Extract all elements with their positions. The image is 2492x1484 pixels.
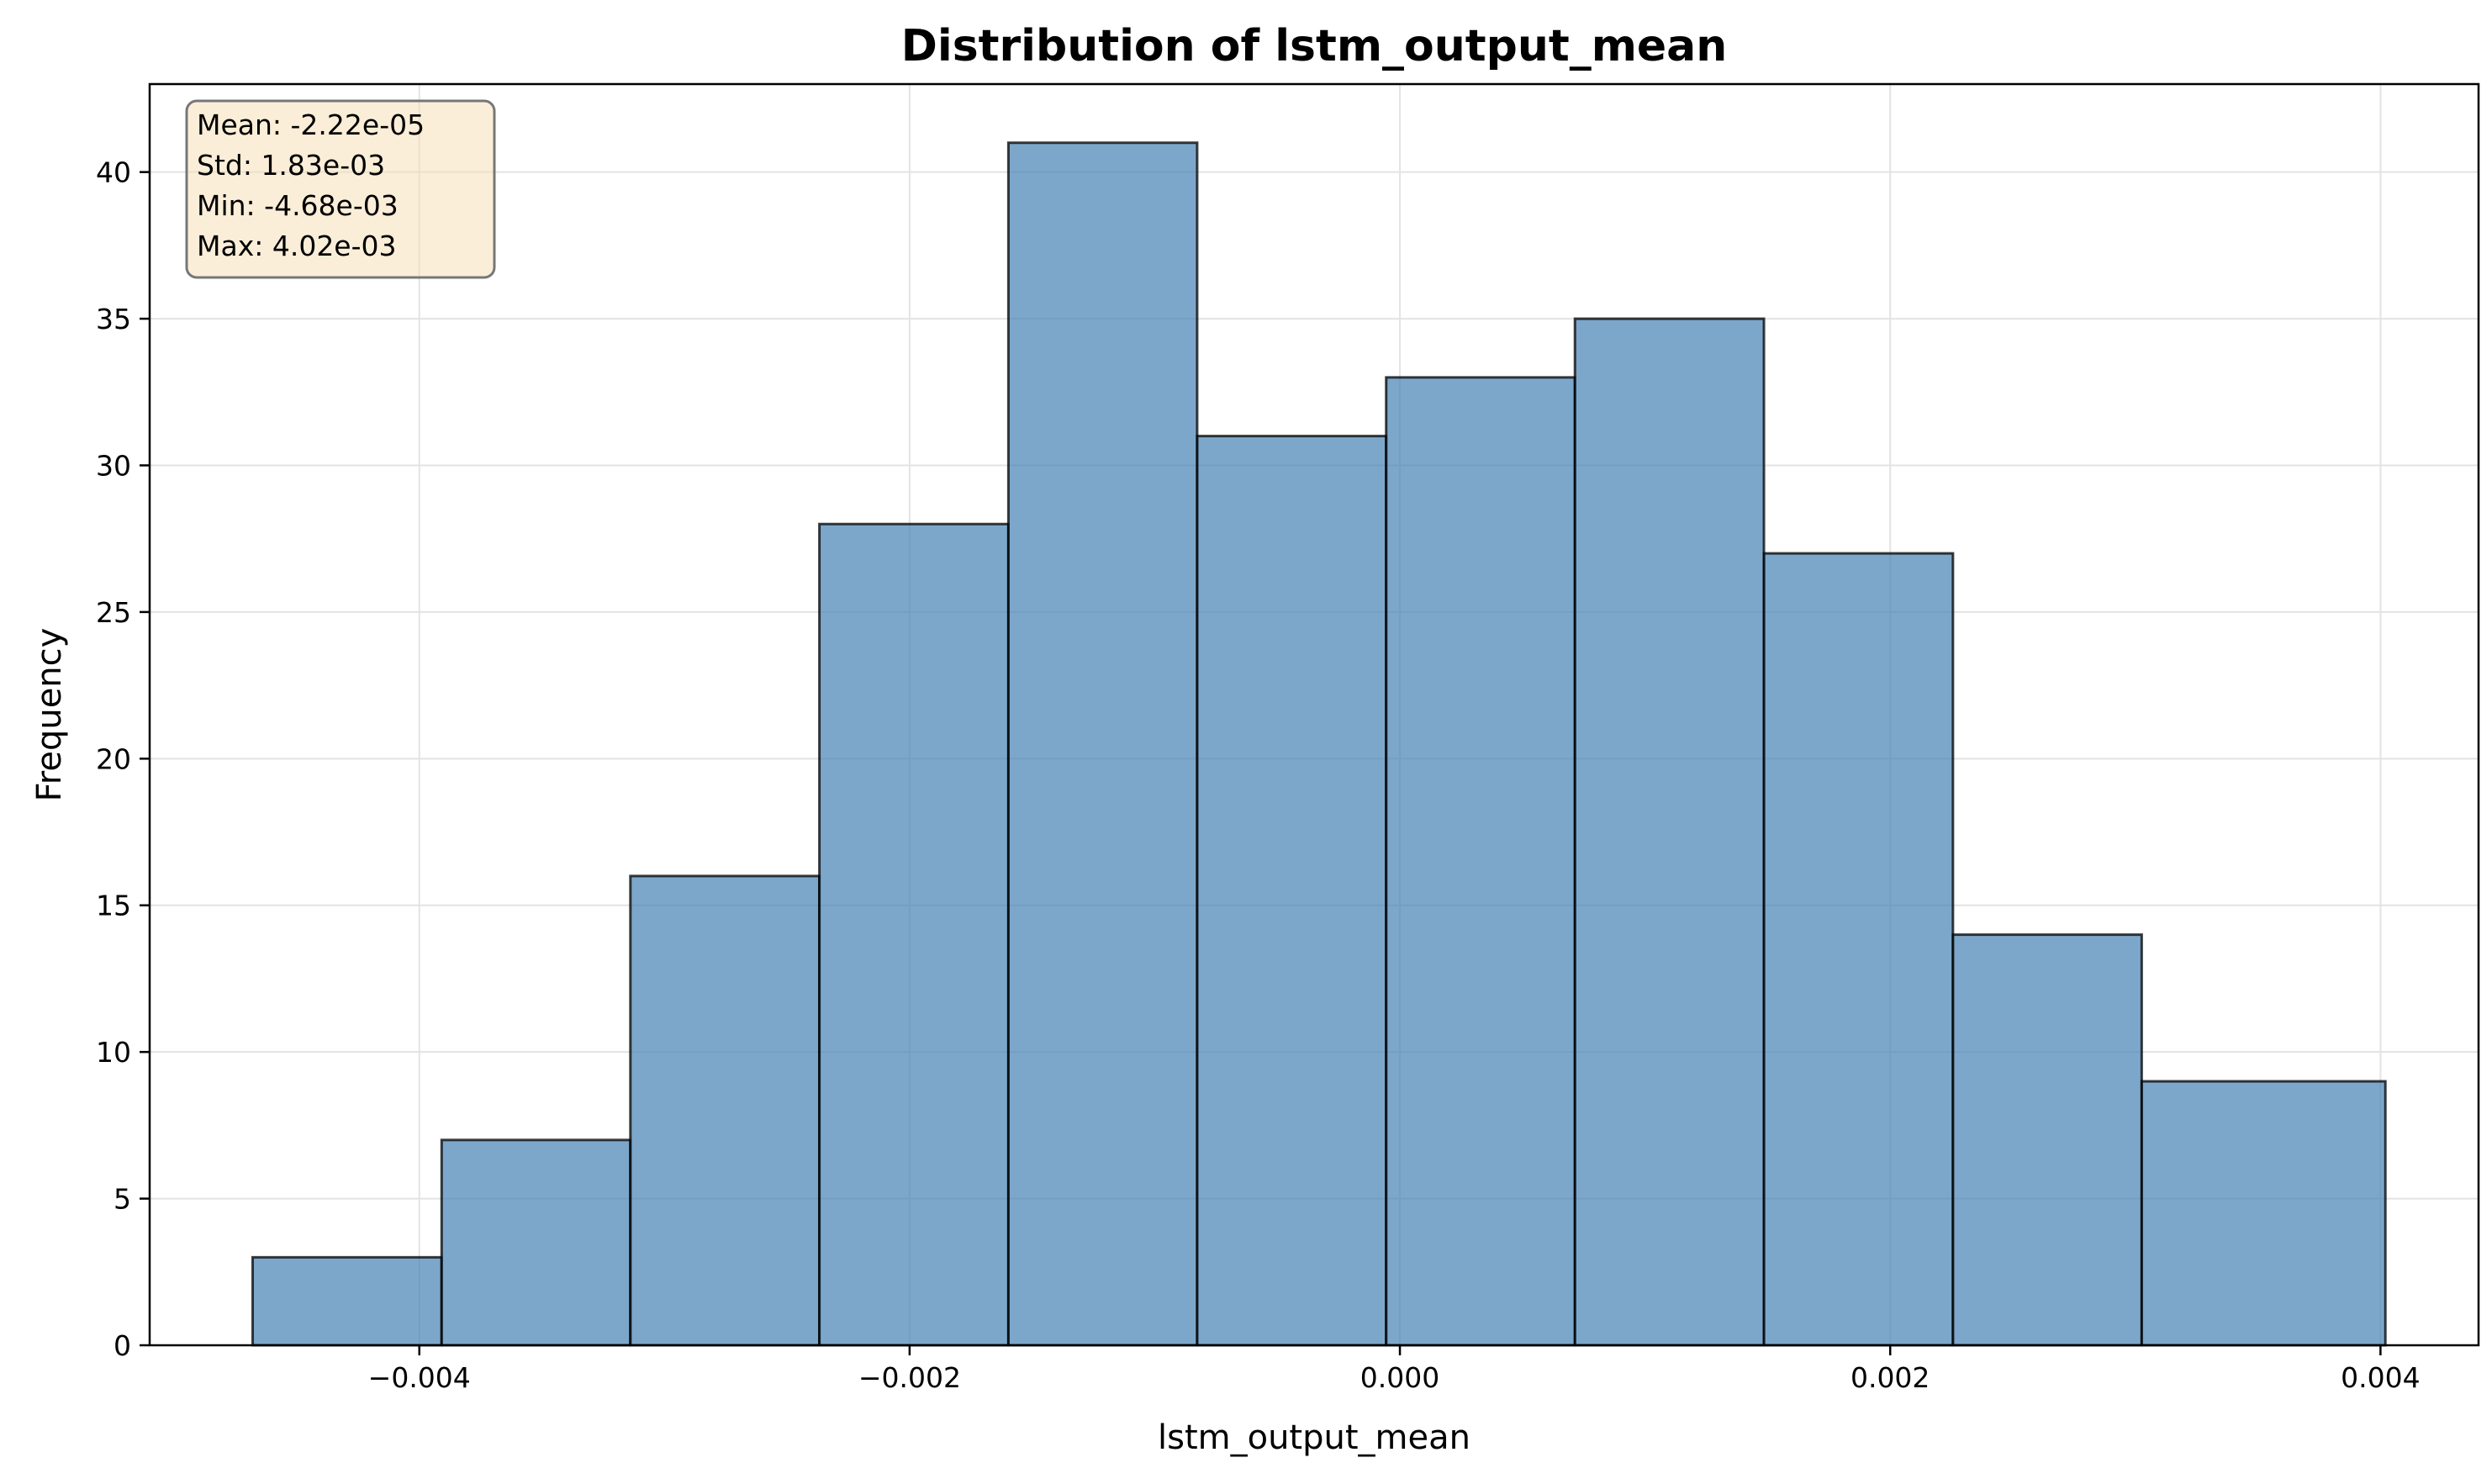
histogram-bar xyxy=(818,522,1010,1347)
y-tick-label: 10 xyxy=(96,1036,131,1069)
histogram-bars xyxy=(251,141,2387,1347)
histogram-bar xyxy=(629,874,821,1347)
y-tick-label: 25 xyxy=(96,596,131,629)
y-tick-label: 0 xyxy=(114,1329,131,1362)
y-tick-label: 30 xyxy=(96,449,131,482)
x-axis-ticks: −0.004 −0.002 0.000 0.002 0.004 xyxy=(368,1345,2421,1394)
y-tick-label: 5 xyxy=(114,1183,131,1216)
y-axis-title: Frequency xyxy=(30,628,69,802)
chart-title: Distribution of lstm_output_mean xyxy=(901,21,1728,71)
x-tick-label: 0.004 xyxy=(2341,1361,2420,1394)
y-axis-ticks: 0 5 10 15 20 25 30 35 40 xyxy=(96,156,150,1362)
y-tick-label: 15 xyxy=(96,890,131,922)
histogram-bar xyxy=(251,1255,443,1347)
stats-mean: Mean: -2.22e-05 xyxy=(197,108,425,141)
stats-box-background xyxy=(185,99,496,279)
stats-min: Min: -4.68e-03 xyxy=(197,189,399,222)
stats-box: Mean: -2.22e-05 Std: 1.83e-03 Min: -4.68… xyxy=(185,99,496,279)
histogram-bar xyxy=(2140,1080,2387,1347)
x-axis-title: lstm_output_mean xyxy=(1158,1418,1470,1457)
histogram-bar xyxy=(1762,552,1955,1347)
histogram-bar xyxy=(1196,435,1388,1347)
histogram-bar xyxy=(1385,376,1576,1347)
y-tick-label: 35 xyxy=(96,303,131,335)
x-tick-label: 0.002 xyxy=(1851,1361,1930,1394)
histogram-bar xyxy=(1006,141,1199,1347)
y-tick-label: 40 xyxy=(96,156,131,189)
histogram-bar xyxy=(440,1138,632,1347)
plot-area-frame xyxy=(148,82,2480,1347)
y-tick-label: 20 xyxy=(96,742,131,775)
histogram-bar xyxy=(1951,933,2143,1347)
x-tick-label: −0.004 xyxy=(368,1361,471,1394)
x-tick-label: −0.002 xyxy=(858,1361,961,1394)
histogram-bar xyxy=(1573,317,1766,1347)
stats-std: Std: 1.83e-03 xyxy=(197,149,385,182)
x-tick-label: 0.000 xyxy=(1360,1361,1439,1394)
stats-max: Max: 4.02e-03 xyxy=(197,230,397,262)
